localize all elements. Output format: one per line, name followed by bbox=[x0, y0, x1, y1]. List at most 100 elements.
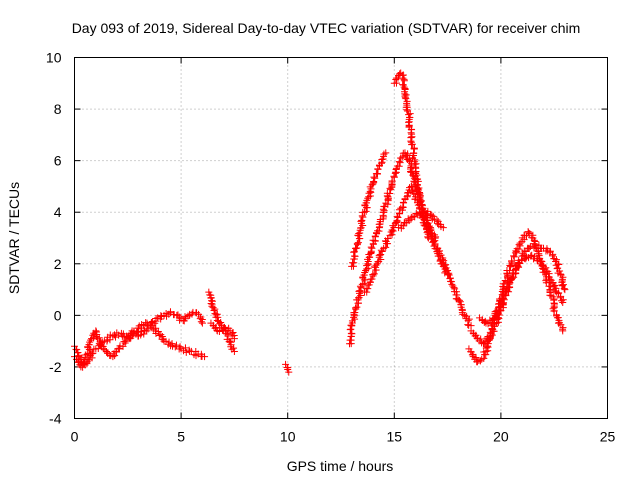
data-point bbox=[77, 354, 85, 362]
data-point bbox=[399, 81, 407, 89]
data-point bbox=[408, 140, 416, 148]
data-point bbox=[89, 349, 97, 357]
data-point bbox=[550, 307, 558, 315]
data-point bbox=[368, 244, 376, 252]
data-point bbox=[472, 354, 480, 362]
data-point bbox=[391, 219, 399, 227]
data-point bbox=[468, 351, 476, 359]
data-point bbox=[134, 327, 142, 335]
data-point bbox=[407, 183, 415, 191]
data-point bbox=[388, 177, 396, 185]
series-arc-9 bbox=[390, 69, 452, 278]
data-point bbox=[488, 331, 496, 339]
data-point bbox=[412, 210, 420, 218]
chart-title: Day 093 of 2019, Sidereal Day-to-day VTE… bbox=[72, 20, 581, 36]
data-point bbox=[449, 282, 457, 290]
data-point bbox=[428, 211, 436, 219]
y-tick-label: -2 bbox=[49, 359, 62, 375]
data-point bbox=[526, 243, 534, 251]
data-point bbox=[480, 354, 488, 362]
y-tick-label: -4 bbox=[49, 411, 62, 427]
data-point bbox=[534, 257, 542, 265]
x-tick-label: 10 bbox=[280, 429, 296, 445]
data-point bbox=[407, 137, 415, 145]
data-point bbox=[152, 317, 160, 325]
data-point bbox=[361, 202, 369, 210]
data-point bbox=[86, 338, 94, 346]
data-point bbox=[525, 244, 533, 252]
y-tick-label: 8 bbox=[54, 101, 62, 117]
data-point bbox=[473, 358, 481, 366]
data-point bbox=[559, 298, 567, 306]
data-point bbox=[353, 303, 361, 311]
data-point bbox=[350, 248, 358, 256]
data-point bbox=[492, 307, 500, 315]
data-point bbox=[400, 75, 408, 83]
data-point bbox=[542, 264, 550, 272]
x-tick-label: 0 bbox=[71, 429, 79, 445]
data-point bbox=[382, 149, 390, 157]
y-tick-label: 4 bbox=[54, 204, 62, 220]
data-point bbox=[450, 284, 458, 292]
data-point bbox=[165, 338, 173, 346]
data-point bbox=[457, 303, 465, 311]
data-point bbox=[526, 230, 534, 238]
data-point bbox=[198, 319, 206, 327]
data-point bbox=[226, 337, 234, 345]
data-point bbox=[400, 199, 408, 207]
data-point bbox=[374, 165, 382, 173]
data-point bbox=[510, 270, 518, 278]
data-point bbox=[357, 292, 365, 300]
data-point bbox=[377, 251, 385, 259]
series-arc-11 bbox=[465, 228, 567, 366]
data-point bbox=[172, 341, 180, 349]
plot-frame bbox=[74, 57, 608, 419]
data-point bbox=[359, 222, 367, 230]
series-arc-6 bbox=[346, 149, 475, 348]
data-point bbox=[155, 332, 163, 340]
data-point bbox=[505, 280, 513, 288]
series-arc-13 bbox=[476, 251, 567, 328]
data-point bbox=[464, 321, 472, 329]
y-tick-label: 6 bbox=[54, 153, 62, 169]
data-point bbox=[459, 310, 467, 318]
data-point bbox=[546, 275, 554, 283]
data-point bbox=[556, 267, 564, 275]
data-point bbox=[396, 70, 404, 78]
data-point bbox=[367, 185, 375, 193]
data-point bbox=[525, 229, 533, 237]
data-point bbox=[429, 237, 437, 245]
data-point bbox=[444, 270, 452, 278]
data-point bbox=[515, 263, 523, 271]
data-point bbox=[285, 368, 293, 376]
data-point bbox=[485, 336, 493, 344]
data-point bbox=[401, 94, 409, 102]
data-point bbox=[363, 196, 371, 204]
data-point bbox=[560, 285, 568, 293]
data-point bbox=[209, 304, 217, 312]
data-point bbox=[363, 288, 371, 296]
data-point bbox=[95, 339, 103, 347]
data-point bbox=[361, 269, 369, 277]
data-point bbox=[74, 348, 82, 356]
data-point bbox=[559, 273, 567, 281]
data-point bbox=[538, 258, 546, 266]
y-tick-label: 0 bbox=[54, 307, 62, 323]
data-point bbox=[357, 284, 365, 292]
data-point bbox=[465, 315, 473, 323]
data-point bbox=[416, 195, 424, 203]
data-point bbox=[188, 310, 196, 318]
series-arc-2 bbox=[71, 319, 209, 371]
series-arc-5 bbox=[282, 360, 293, 376]
data-point bbox=[496, 297, 504, 305]
data-point bbox=[446, 277, 454, 285]
data-point bbox=[370, 173, 378, 181]
data-point bbox=[482, 344, 490, 352]
data-point bbox=[75, 358, 83, 366]
data-point bbox=[359, 274, 367, 282]
data-point bbox=[559, 281, 567, 289]
data-point bbox=[181, 313, 189, 321]
data-point bbox=[102, 347, 110, 355]
data-point bbox=[354, 239, 362, 247]
